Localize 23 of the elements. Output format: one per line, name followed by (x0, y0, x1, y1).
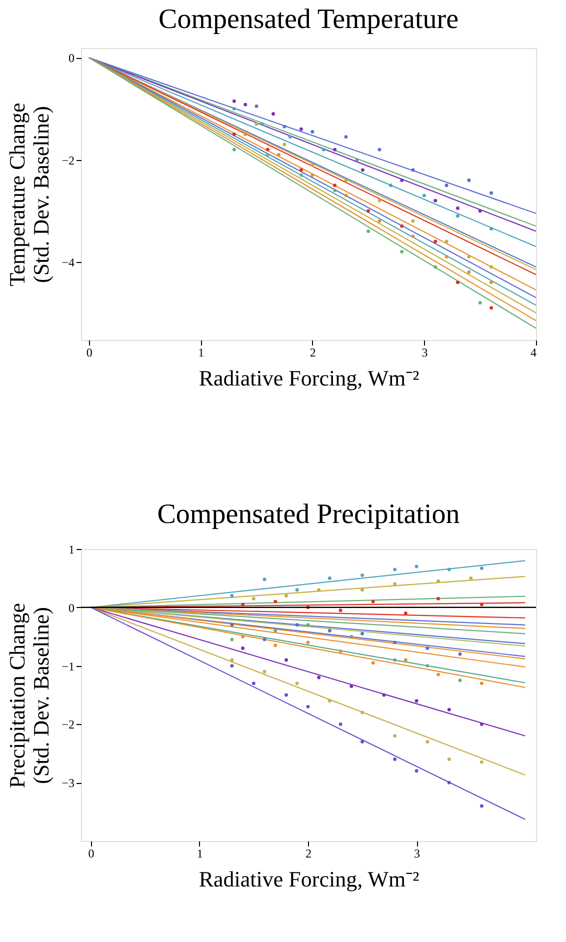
x-tick-label: 2 (305, 846, 312, 860)
y-tick-label: −2 (62, 153, 74, 168)
y-axis-title: Precipitation Change (Std. Dev. Baseline) (4, 602, 54, 788)
x-tick-label: 4 (530, 346, 536, 360)
y-axis-title: Temperature Change (Std. Dev. Baseline) (4, 102, 54, 286)
x-tick-label: 0 (86, 346, 92, 360)
x-tick-label: 0 (88, 846, 94, 860)
y-tick-label: 1 (68, 542, 74, 556)
x-tick-label: 1 (196, 846, 203, 860)
x-axis-title: Radiative Forcing, Wm⁻² (198, 366, 420, 390)
x-tick-label: 3 (414, 846, 420, 860)
chart-title: Compensated Temperature (158, 4, 458, 35)
x-tick-label: 1 (198, 346, 204, 360)
y-tick-label: 0 (68, 600, 74, 615)
x-axis-title: Radiative Forcing, Wm⁻² (198, 866, 420, 892)
x-tick-label: 2 (310, 346, 316, 360)
y-tick-label: −3 (62, 776, 74, 790)
x-tick-label: 3 (422, 346, 428, 360)
y-tick-label: −2 (62, 718, 74, 732)
y-tick-label: −1 (62, 659, 74, 674)
chart-title: Compensated Precipitation (157, 499, 460, 530)
y-tick-label: 0 (68, 51, 74, 66)
y-tick-label: −4 (62, 255, 74, 270)
